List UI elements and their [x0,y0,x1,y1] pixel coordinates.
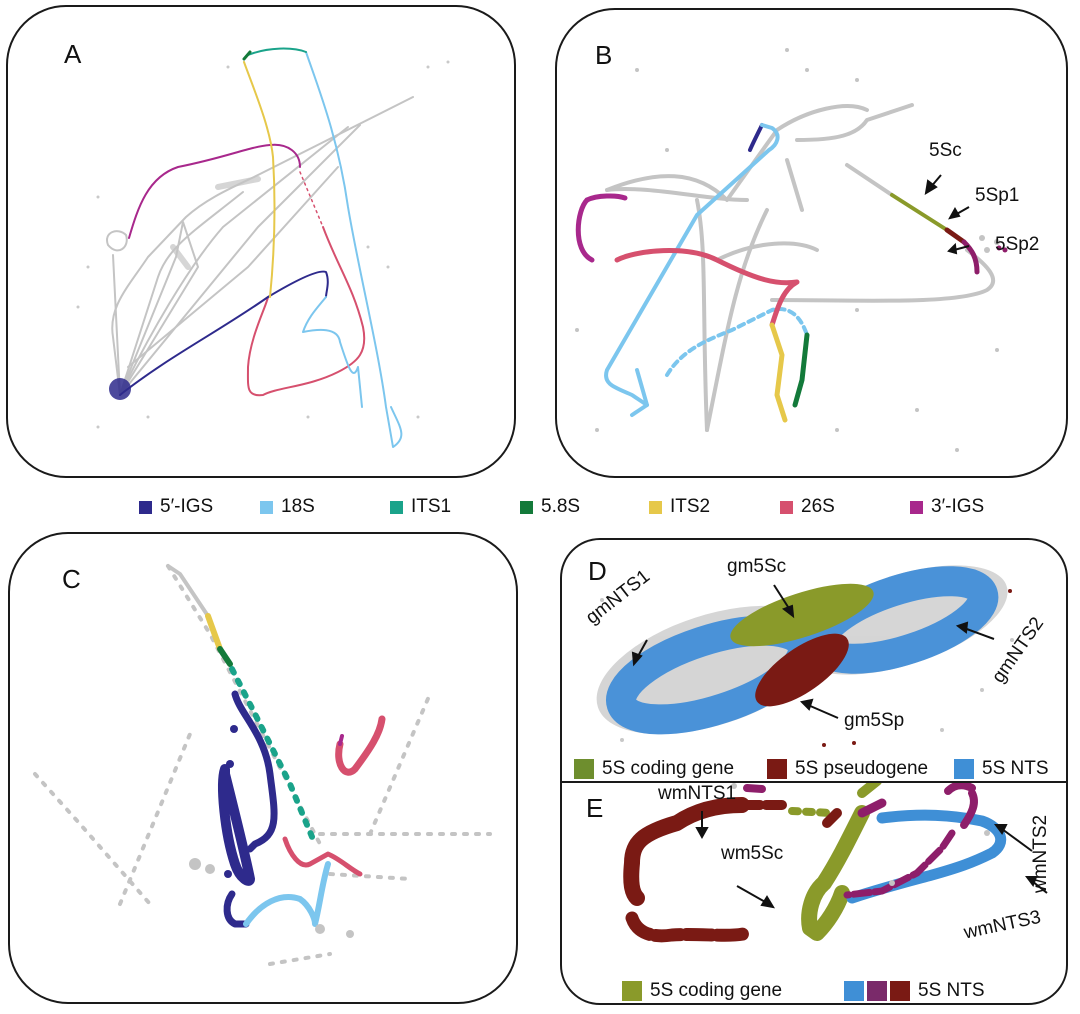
legend-its1: ITS1 [390,496,451,518]
legend-d-coding: 5S coding gene [574,758,734,780]
panel-b-plot [575,48,1008,452]
panel-c-letter: C [62,564,81,594]
label-gm5sc: gm5Sc [727,556,787,577]
swatch-26s [780,500,793,514]
panel-d-letter: D [588,556,607,586]
panel-b: B [555,8,1068,478]
legend-26s: 26S [780,496,835,518]
panel-a: A [6,5,516,478]
label-wm5sc: wm5Sc [721,843,784,864]
legend-58s: 5.8S [520,496,580,518]
swatch-18s [260,500,273,514]
legend-its2: ITS2 [649,496,710,518]
swatch-its1 [390,500,403,514]
swatch-its2 [649,500,662,514]
panel-a-plot [76,47,450,448]
swatch-e-nts-purple [867,981,887,1001]
panel-e: E wmNTS1 wm5Sc wmNTS2 wmNTS3 5S coding g [560,781,1068,1005]
panel-a-letter: A [64,39,82,69]
label-wmnts2: wmNTS2 [1030,814,1051,893]
swatch-5igs [139,500,152,514]
panel-c-plot [33,564,492,966]
swatch-d-pseudo [767,759,787,779]
label-5sp2: 5Sp2 [995,234,1040,255]
panel-e-letter: E [586,793,604,823]
region-legend: 5′-IGS 18S ITS1 5.8S ITS2 26S 3′-IGS [0,494,1080,520]
swatch-d-nts [954,759,974,779]
swatch-e-nts-blue [844,981,864,1001]
legend-5igs: 5′-IGS [139,496,213,518]
label-5sc: 5Sc [929,140,962,161]
legend-d-pseudo: 5S pseudogene [767,758,928,780]
label-5sp1: 5Sp1 [975,185,1020,206]
label-wmnts1: wmNTS1 [658,783,737,804]
panel-d: D gmNTS1 gm5Sc gmNTS2 gm5Sp 5S coding ge… [560,538,1068,783]
legend-18s: 18S [260,496,315,518]
legend-d-nts: 5S NTS [954,758,1049,780]
legend-3igs: 3′-IGS [910,496,984,518]
legend-e-nts: 5S NTS [844,980,985,1002]
swatch-e-nts-red [890,981,910,1001]
swatch-3igs [910,500,923,514]
panel-b-letter: B [595,40,613,70]
label-gm5sp: gm5Sp [844,710,905,731]
swatch-d-coding [574,759,594,779]
swatch-e-coding [622,981,642,1001]
panel-e-plot [623,783,1048,943]
panel-d-plot [596,565,1014,747]
swatch-58s [520,500,533,514]
legend-e-coding: 5S coding gene [622,980,782,1002]
panel-c: C [8,532,518,1004]
